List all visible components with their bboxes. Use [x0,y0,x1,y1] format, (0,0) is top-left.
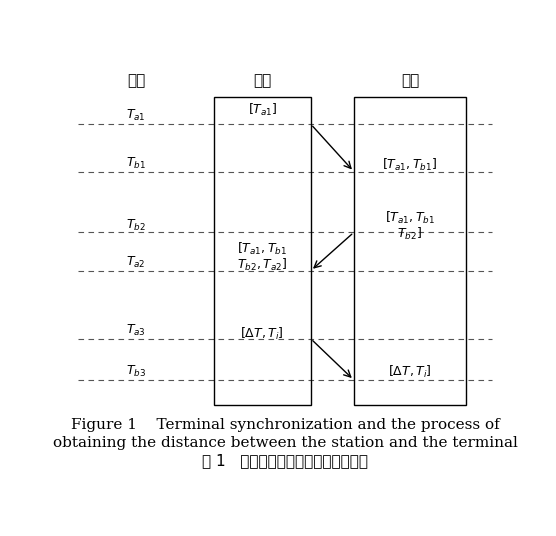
Text: $T_{a1}$: $T_{a1}$ [126,108,146,123]
Text: Figure 1    Terminal synchronization and the process of: Figure 1 Terminal synchronization and th… [71,419,499,433]
Text: 图 1   终端同步以及获取终端距离过程: 图 1 终端同步以及获取终端距离过程 [202,453,368,468]
Text: $[T_{a1},T_{b1}$: $[T_{a1},T_{b1}$ [237,241,287,257]
Text: $T_{a3}$: $T_{a3}$ [126,323,146,338]
Text: $[T_{a1},T_{b1}]$: $[T_{a1},T_{b1}]$ [383,158,438,174]
Text: $T_{b3}$: $T_{b3}$ [126,364,146,379]
Text: $T_{b2},T_{a2}]$: $T_{b2},T_{a2}]$ [237,256,287,272]
Text: $[T_{a1}]$: $[T_{a1}]$ [247,102,277,118]
Text: $T_{b1}$: $T_{b1}$ [126,156,146,171]
Text: 时间: 时间 [127,73,146,88]
Text: $[\Delta T,T_i]$: $[\Delta T,T_i]$ [241,326,284,342]
Text: $T_{b2}]$: $T_{b2}]$ [398,226,423,242]
Text: $T_{b2}$: $T_{b2}$ [126,218,146,233]
Text: $T_{a2}$: $T_{a2}$ [126,255,146,270]
Text: $[\Delta T,T_i]$: $[\Delta T,T_i]$ [388,364,432,380]
Text: obtaining the distance between the station and the terminal: obtaining the distance between the stati… [52,436,518,450]
Text: $[T_{a1},T_{b1}$: $[T_{a1},T_{b1}$ [385,210,435,226]
Text: 基站: 基站 [401,73,419,88]
Text: 终端: 终端 [253,73,271,88]
